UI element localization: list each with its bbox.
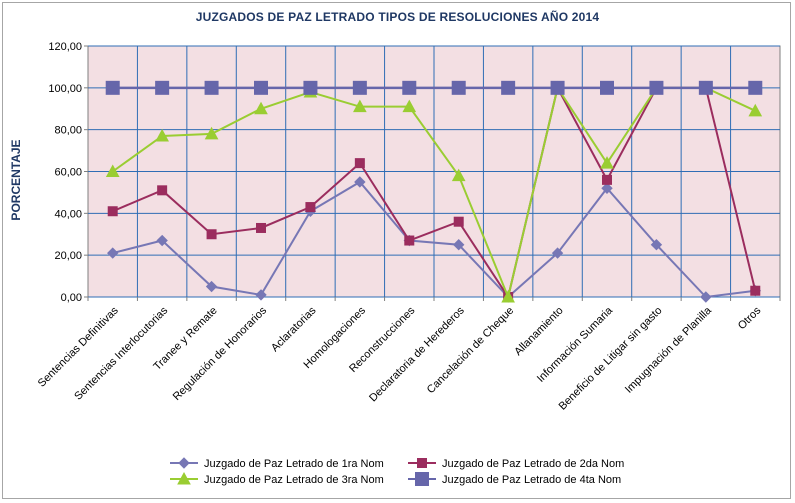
y-tick-label: 60,00 <box>54 167 82 179</box>
data-point <box>402 99 417 113</box>
data-point <box>157 185 168 196</box>
data-point <box>453 216 464 227</box>
data-point <box>254 101 268 115</box>
x-tick-label: Regulación de Honorarios <box>171 304 270 403</box>
data-point <box>698 80 713 95</box>
legend: Juzgado de Paz Letrado de 1ra Nom Juzgado… <box>170 457 624 486</box>
data-point <box>303 80 318 95</box>
data-point <box>700 291 712 303</box>
series <box>105 80 763 95</box>
plot-area <box>84 45 781 301</box>
data-point <box>205 280 218 293</box>
data-point <box>501 80 516 95</box>
data-point <box>204 80 219 95</box>
data-point <box>305 202 316 213</box>
y-tick-label: 0,00 <box>61 292 82 304</box>
data-point <box>602 174 612 185</box>
data-point <box>748 103 763 117</box>
data-point <box>105 164 120 177</box>
data-point <box>748 80 763 95</box>
data-point <box>402 80 417 95</box>
x-tick-label: Beneficio de Litigar sin gasto <box>557 305 665 413</box>
x-tick-label: Sentencias Definitivas <box>36 304 121 389</box>
data-point <box>107 206 118 217</box>
data-point <box>155 80 170 95</box>
data-point <box>550 80 565 95</box>
data-point <box>649 80 664 95</box>
data-point <box>750 285 761 296</box>
x-tick-label: Sentencias Interlocutorias <box>72 304 170 402</box>
y-tick-label: 100,00 <box>48 83 82 95</box>
data-point <box>404 235 415 246</box>
data-point <box>354 158 365 169</box>
y-tick-label: 40,00 <box>54 208 82 220</box>
data-point <box>107 247 119 259</box>
data-point <box>206 229 217 240</box>
data-point <box>178 457 190 469</box>
data-point <box>204 126 219 140</box>
data-point <box>501 289 515 303</box>
legend-label: Juzgado de Paz Letrado de 1ra Nom <box>204 458 384 470</box>
data-point <box>352 80 367 95</box>
series-line <box>112 85 757 300</box>
data-point <box>254 80 268 95</box>
series-line <box>112 180 756 299</box>
data-point <box>415 472 429 486</box>
data-point <box>417 458 427 468</box>
data-point <box>601 182 613 194</box>
legend-label: Juzgado de Paz Letrado de 3ra Nom <box>204 474 384 486</box>
x-tick-label: Declaratoria de Herederos <box>367 304 467 404</box>
x-tick-label: Aclaratorias <box>269 304 319 354</box>
data-point <box>551 247 564 259</box>
x-tick-label: Otros <box>736 304 764 332</box>
data-point <box>650 239 663 251</box>
legend-label: Juzgado de Paz Letrado de 2da Nom <box>442 458 624 470</box>
data-point <box>600 80 614 95</box>
data-point <box>156 234 168 247</box>
data-point <box>255 289 267 301</box>
y-axis-label: PORCENTAJE <box>9 139 23 220</box>
data-point <box>453 239 465 251</box>
series <box>107 176 761 303</box>
x-tick-label: Allanamiento <box>512 305 565 358</box>
y-tick-label: 80,00 <box>54 125 82 137</box>
data-point <box>177 471 191 485</box>
y-tick-label: 20,00 <box>54 250 82 262</box>
data-point <box>105 80 120 95</box>
data-point <box>451 168 466 182</box>
legend-label: Juzgado de Paz Letrado de 4ta Nom <box>442 474 621 486</box>
data-point <box>353 99 367 113</box>
data-point <box>256 222 266 233</box>
data-point <box>451 80 466 95</box>
chart-title: JUZGADOS DE PAZ LETRADO TIPOS DE RESOLUC… <box>195 10 600 24</box>
x-tick-label: Impugnación de Planilla <box>623 304 715 396</box>
data-point <box>155 128 169 142</box>
data-point <box>354 176 366 188</box>
x-tick-label: Cancelación de Cheque <box>425 305 517 397</box>
data-point <box>600 156 614 169</box>
series-line <box>112 85 756 301</box>
y-tick-label: 120,00 <box>48 41 82 53</box>
